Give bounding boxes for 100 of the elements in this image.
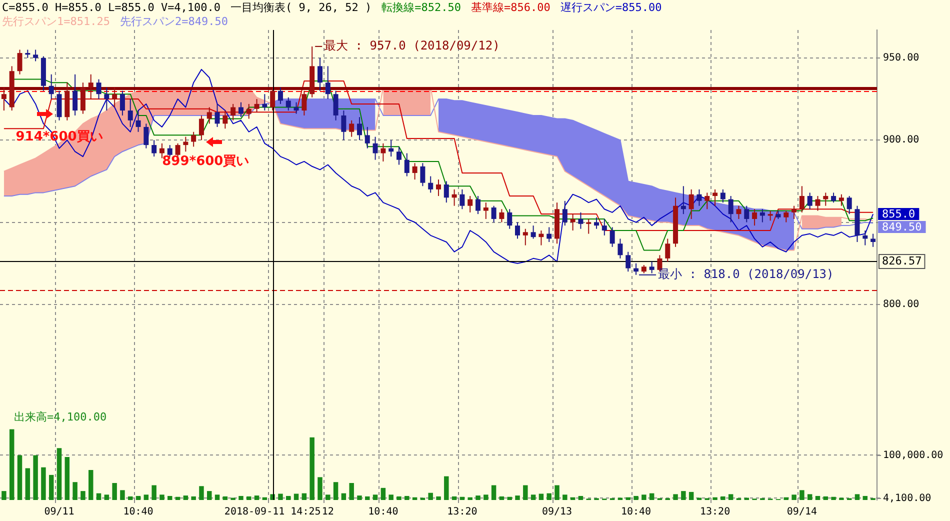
bar — [199, 486, 204, 500]
bar — [712, 497, 718, 500]
candlestick — [752, 208, 758, 226]
candlestick — [610, 226, 615, 248]
candlestick — [799, 186, 804, 213]
candlestick — [452, 188, 457, 206]
candlestick — [48, 74, 54, 100]
candlestick — [191, 131, 196, 148]
ref-line-label: 826.57 — [882, 254, 922, 268]
annotation: 最大 : 957.0 (2018/09/12) — [324, 38, 500, 53]
candlestick — [768, 210, 773, 222]
candlestick — [286, 96, 291, 112]
candlestick — [680, 186, 686, 215]
bar — [41, 467, 46, 500]
candlestick — [696, 188, 702, 206]
candlestick — [807, 192, 812, 210]
candlestick — [396, 146, 402, 166]
candlestick — [736, 205, 742, 220]
candlestick — [468, 195, 473, 213]
bar — [17, 455, 22, 500]
candlestick — [214, 103, 220, 128]
bar — [183, 496, 188, 500]
candlestick — [136, 110, 141, 132]
bar — [365, 496, 370, 500]
bar — [33, 455, 38, 500]
bar — [800, 490, 804, 500]
candlestick — [436, 179, 441, 196]
candlestick — [294, 102, 299, 114]
x-tick-label: 09/14 — [786, 506, 817, 518]
candlestick — [152, 140, 157, 158]
bar — [136, 496, 141, 500]
candlestick — [302, 90, 307, 116]
candlestick — [364, 126, 370, 149]
bar — [823, 496, 828, 500]
bar — [515, 496, 520, 500]
bar — [96, 493, 102, 500]
y-tick-label: 950.00 — [883, 52, 920, 64]
candlestick — [112, 87, 118, 108]
candlestick — [159, 142, 164, 159]
bar — [499, 496, 504, 500]
bar — [222, 496, 228, 500]
series-label: 出来高=4,100.00 — [14, 410, 107, 424]
candlestick — [88, 74, 94, 100]
candlestick — [862, 230, 868, 246]
bar — [642, 494, 646, 500]
bar — [144, 494, 149, 500]
bar — [476, 496, 480, 500]
bar — [444, 476, 449, 500]
candlestick — [594, 216, 600, 230]
candlestick — [120, 90, 125, 116]
candlestick — [618, 238, 623, 259]
bar — [207, 491, 212, 500]
candlestick — [515, 222, 520, 240]
bar — [278, 494, 283, 500]
text: 遅行スパン=855.00 — [560, 1, 662, 14]
candlestick — [380, 142, 386, 162]
bar — [404, 496, 410, 500]
text: 基準線=856.00 — [471, 1, 550, 14]
candlestick — [80, 82, 86, 114]
bar — [688, 492, 694, 500]
candlestick — [33, 49, 38, 62]
bar — [523, 485, 528, 500]
bar — [48, 474, 54, 500]
candlestick — [483, 202, 488, 220]
bar — [681, 491, 686, 500]
bar — [546, 493, 552, 500]
x-tick-label: 2018-09-11 14:25 — [224, 506, 321, 518]
candlestick — [428, 176, 434, 194]
bar — [120, 490, 125, 500]
candlestick — [870, 233, 876, 248]
bar — [491, 485, 496, 500]
candlestick — [665, 238, 670, 262]
text: 先行スパン2=849.50 — [120, 15, 228, 28]
bar — [349, 482, 354, 500]
candlestick — [333, 90, 338, 121]
bar — [578, 496, 584, 500]
bar — [530, 494, 536, 500]
candlestick — [578, 212, 584, 230]
bar — [25, 468, 30, 500]
candlestick — [626, 251, 631, 272]
x-tick-label: 10:40 — [620, 506, 652, 518]
bar — [254, 496, 260, 500]
bar — [436, 496, 441, 500]
bar — [831, 496, 836, 500]
x-tick-label: 13:20 — [700, 506, 730, 518]
bar — [460, 496, 465, 500]
candlestick — [420, 162, 426, 187]
candlestick — [404, 152, 410, 177]
bar — [634, 496, 638, 500]
bar — [72, 482, 78, 500]
x-tick-label: 09/13 — [542, 506, 572, 518]
bar — [56, 448, 62, 500]
x-tick-label: 09/11 — [44, 506, 74, 518]
bar — [104, 494, 110, 500]
candlestick — [238, 102, 244, 118]
text: 転換線=852.50 — [382, 1, 461, 14]
candlestick — [183, 136, 188, 152]
annotation: 最小 : 818.0 (2018/09/13) — [658, 266, 834, 281]
y-tick-label: 900.00 — [883, 134, 920, 146]
annotation: 899*600買い — [162, 154, 250, 170]
